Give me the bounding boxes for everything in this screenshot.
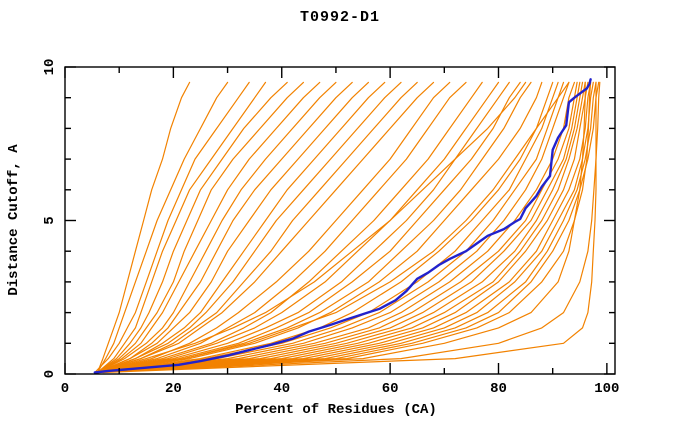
model-curve <box>96 81 386 374</box>
model-curve <box>96 81 570 374</box>
model-curve <box>96 81 483 374</box>
model-curve <box>96 81 600 374</box>
model-curve <box>96 81 321 374</box>
y-tick-label: 5 <box>42 216 58 224</box>
model-curve <box>96 81 570 374</box>
x-axis-label: Percent of Residues (CA) <box>235 402 437 418</box>
model-curve <box>96 81 592 374</box>
y-tick-label: 10 <box>42 59 58 76</box>
highlighted-model-curve <box>93 78 592 374</box>
model-curve <box>96 81 601 374</box>
model-curve <box>96 81 510 374</box>
model-curve <box>96 81 559 374</box>
model-curve <box>96 81 304 374</box>
x-tick-label: 40 <box>273 381 290 397</box>
model-curve <box>96 81 191 374</box>
model-curve <box>96 81 267 374</box>
model-curve <box>96 81 435 374</box>
model-curve <box>96 81 467 374</box>
chart-title: T0992-D1 <box>299 9 380 26</box>
model-curve <box>96 81 337 374</box>
model-curve <box>96 81 527 374</box>
x-tick-label: 100 <box>594 381 619 397</box>
model-curve <box>96 81 584 374</box>
model-curve <box>96 81 589 374</box>
x-tick-label: 20 <box>165 381 182 397</box>
y-axis-label: Distance Cutoff, A <box>6 144 22 296</box>
model-curve <box>96 81 521 374</box>
model-curve <box>96 81 500 374</box>
model-curve <box>96 81 369 374</box>
model-curve <box>96 81 578 374</box>
model-curve <box>96 81 353 374</box>
model-curve <box>96 81 586 374</box>
model-curve <box>96 81 576 374</box>
model-curve <box>102 81 597 374</box>
model-curve <box>96 81 418 374</box>
model-curve <box>96 81 532 374</box>
x-tick-label: 60 <box>382 381 399 397</box>
model-curve <box>94 81 250 374</box>
model-curve <box>96 81 288 374</box>
model-curve <box>96 81 543 374</box>
x-tick-label: 80 <box>490 381 507 397</box>
model-curve <box>96 81 581 374</box>
y-tick-label: 0 <box>42 370 58 378</box>
model-curve <box>96 81 592 374</box>
model-curve <box>96 81 451 374</box>
model-curve <box>96 81 597 374</box>
model-curve <box>96 81 402 374</box>
x-tick-label: 0 <box>61 381 69 397</box>
model-curve <box>96 81 586 374</box>
model-curve <box>96 81 229 374</box>
